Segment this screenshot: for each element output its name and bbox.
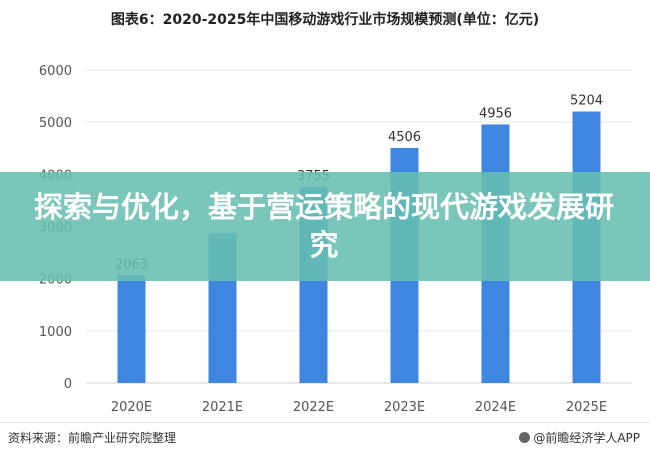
source-note: 资料来源：前瞻产业研究院整理 bbox=[8, 431, 177, 445]
data-label: 4956 bbox=[479, 106, 512, 121]
x-tick-label: 2022E bbox=[293, 400, 334, 415]
y-tick-label: 0 bbox=[64, 377, 72, 392]
footer-divider bbox=[0, 422, 650, 423]
brand-logo-icon bbox=[519, 432, 531, 443]
y-tick-label: 1000 bbox=[39, 325, 72, 340]
data-label: 4506 bbox=[388, 130, 421, 145]
brand-credit: @前瞻经济学人APP bbox=[519, 429, 640, 446]
x-tick-label: 2023E bbox=[384, 400, 425, 415]
y-tick-label: 6000 bbox=[39, 64, 72, 79]
bar bbox=[117, 275, 146, 383]
overlay-banner: 探索与优化，基于营运策略的现代游戏发展研究 bbox=[0, 172, 650, 281]
banner-headline: 探索与优化，基于营运策略的现代游戏发展研究 bbox=[33, 190, 614, 262]
x-tick-label: 2021E bbox=[202, 400, 243, 415]
x-tick-label: 2024E bbox=[475, 400, 516, 415]
y-tick-label: 5000 bbox=[39, 116, 72, 131]
x-tick-label: 2025E bbox=[566, 400, 607, 415]
data-label: 5204 bbox=[570, 94, 603, 109]
brand-credit-text: @前瞻经济学人APP bbox=[533, 431, 640, 445]
x-tick-label: 2020E bbox=[111, 400, 152, 415]
chart-title: 图表6：2020-2025年中国移动游戏行业市场规模预测(单位：亿元) bbox=[110, 12, 540, 28]
